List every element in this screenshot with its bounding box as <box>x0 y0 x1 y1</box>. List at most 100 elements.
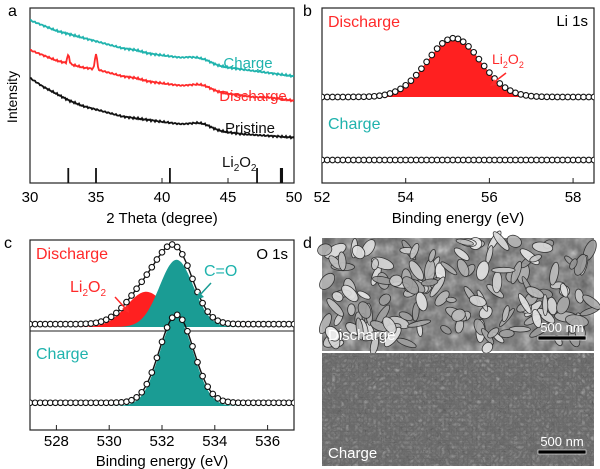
sem-flake <box>565 314 589 328</box>
arrow-li2o2-c <box>114 296 127 310</box>
data-point <box>412 71 420 79</box>
sem-flake <box>351 245 366 260</box>
data-point <box>133 394 140 401</box>
arrow-co <box>198 282 212 297</box>
data-point <box>158 248 166 256</box>
data-point <box>204 308 212 315</box>
data-point <box>459 38 467 46</box>
x-tick-label-a: 50 <box>286 189 303 206</box>
sem-flake <box>382 316 397 334</box>
data-point <box>173 311 181 319</box>
data-point <box>290 320 294 328</box>
y-axis-label-a: Intensity <box>4 71 20 123</box>
sem-flake <box>357 301 372 319</box>
data-point <box>444 36 451 44</box>
data-point <box>407 77 415 85</box>
series-line-pristine <box>30 77 294 140</box>
x-tick-label-a: 30 <box>22 189 39 206</box>
x-ticks-a: 30 35 40 45 50 <box>22 178 303 206</box>
component-fill-co-top <box>30 259 294 327</box>
sem-flake <box>319 272 336 290</box>
sem-flake <box>318 313 332 335</box>
sem-flake <box>361 330 384 342</box>
sem-flake <box>559 283 569 298</box>
sem-flake <box>492 231 510 251</box>
x-tick-label-c: 532 <box>149 433 174 450</box>
x-tick-label-b: 58 <box>565 189 582 206</box>
data-point <box>138 388 146 396</box>
data-point <box>397 85 404 93</box>
data-point <box>153 354 161 362</box>
data-point <box>209 390 217 398</box>
sem-flake <box>451 308 466 322</box>
panel-letter-a: a <box>8 3 17 20</box>
arrowhead-li2o2-b <box>490 79 497 86</box>
sem-flake <box>420 278 439 287</box>
label-li2o2-c: Li2O2 <box>70 279 106 299</box>
x-tick-label-a: 40 <box>154 189 171 206</box>
label-discharge-b: Discharge <box>328 14 400 31</box>
title-li1s: Li 1s <box>556 13 588 30</box>
data-point <box>168 314 176 322</box>
sem-flake <box>401 276 420 295</box>
data-point <box>178 316 186 324</box>
sem-label-discharge: Discharge <box>328 327 396 344</box>
sem-flake <box>415 291 428 312</box>
data-point <box>189 275 196 283</box>
data-point <box>143 271 151 278</box>
data-point <box>102 316 110 324</box>
data-point <box>199 299 206 307</box>
sem-flake <box>542 294 549 317</box>
data-point <box>517 91 525 98</box>
label-li2o2-b: Li2O2 <box>492 51 524 70</box>
data-point <box>486 69 493 76</box>
panel-d: d Discharge Charge 500 nm 500 nm <box>303 230 600 466</box>
data-point <box>590 156 594 164</box>
data-points-discharge <box>322 34 594 101</box>
data-point <box>496 80 504 87</box>
data-points-charge-c <box>30 311 294 407</box>
sem-flake <box>508 325 531 333</box>
x-tick-label-c: 530 <box>97 433 122 450</box>
x-tick-label-c: 528 <box>44 433 69 450</box>
data-point <box>112 309 120 317</box>
data-point <box>194 358 201 366</box>
sem-flake <box>525 286 545 299</box>
sem-flake <box>378 293 392 306</box>
sem-flake <box>445 296 457 303</box>
title-o1s: O 1s <box>256 246 288 263</box>
panel-letter-d: d <box>303 235 312 252</box>
panel-letter-c: c <box>4 235 12 252</box>
x-tick-label-b: 56 <box>481 189 498 206</box>
data-point <box>158 338 166 346</box>
panel-b: b 52 54 56 58 Binding energy (eV) Discharge… <box>303 3 595 227</box>
sem-flake <box>529 254 542 263</box>
data-point <box>501 84 509 91</box>
data-point <box>438 40 446 47</box>
data-point <box>376 92 383 100</box>
sem-flakes <box>317 230 600 356</box>
sem-flake <box>498 329 515 339</box>
sem-flake <box>518 293 532 315</box>
data-points-charge <box>322 156 594 164</box>
data-point <box>423 58 430 66</box>
data-point <box>138 278 146 286</box>
data-point <box>418 65 425 73</box>
data-point <box>527 92 535 100</box>
sem-flake <box>408 260 425 281</box>
data-point <box>184 327 191 335</box>
data-point <box>204 383 212 391</box>
data-point <box>148 369 156 376</box>
data-point <box>148 263 156 271</box>
sem-flake <box>506 234 522 248</box>
sem-flake <box>341 284 359 303</box>
x-tick-label-c: 534 <box>202 433 227 450</box>
sem-flake <box>326 298 344 317</box>
data-point <box>189 343 196 350</box>
x-tick-label-b: 52 <box>314 189 331 206</box>
sem-flake <box>569 258 578 270</box>
data-point <box>143 380 151 388</box>
component-fill-co-bottom <box>30 318 294 406</box>
data-point <box>290 399 294 407</box>
